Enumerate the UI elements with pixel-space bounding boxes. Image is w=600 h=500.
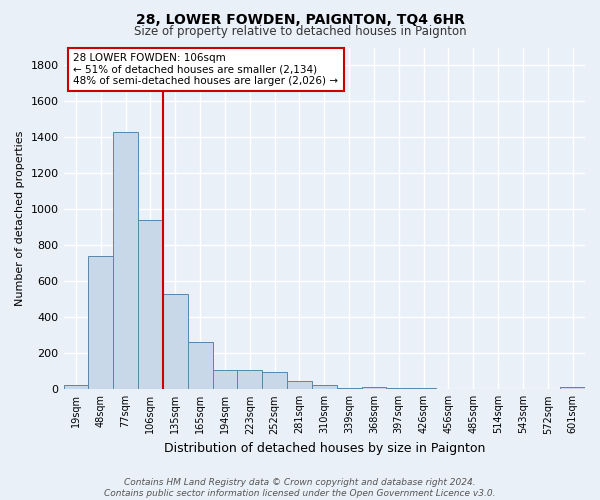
Text: Contains HM Land Registry data © Crown copyright and database right 2024.
Contai: Contains HM Land Registry data © Crown c…	[104, 478, 496, 498]
Bar	[560, 386, 585, 390]
Bar	[262, 372, 287, 390]
Text: Size of property relative to detached houses in Paignton: Size of property relative to detached ho…	[134, 25, 466, 38]
Bar	[88, 256, 113, 390]
Bar	[212, 370, 238, 390]
Text: 28, LOWER FOWDEN, PAIGNTON, TQ4 6HR: 28, LOWER FOWDEN, PAIGNTON, TQ4 6HR	[136, 12, 464, 26]
Bar	[312, 385, 337, 390]
Bar	[113, 132, 138, 390]
X-axis label: Distribution of detached houses by size in Paignton: Distribution of detached houses by size …	[164, 442, 485, 455]
Bar	[64, 385, 88, 390]
Bar	[337, 388, 362, 390]
Text: 28 LOWER FOWDEN: 106sqm
← 51% of detached houses are smaller (2,134)
48% of semi: 28 LOWER FOWDEN: 106sqm ← 51% of detache…	[73, 53, 338, 86]
Bar	[188, 342, 212, 390]
Bar	[411, 388, 436, 390]
Bar	[238, 370, 262, 390]
Bar	[163, 294, 188, 390]
Bar	[287, 381, 312, 390]
Y-axis label: Number of detached properties: Number of detached properties	[15, 130, 25, 306]
Bar	[138, 220, 163, 390]
Bar	[362, 386, 386, 390]
Bar	[386, 388, 411, 390]
